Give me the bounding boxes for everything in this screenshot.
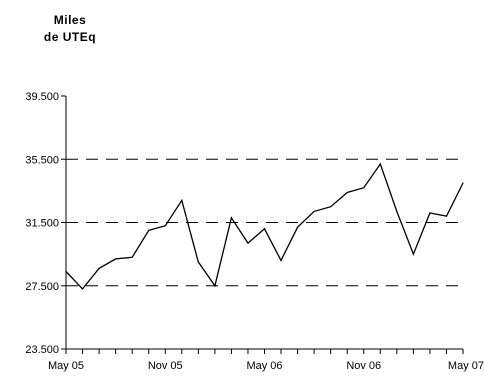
- y-axis-label-line-2: de UTEq: [43, 30, 97, 44]
- data-point-13: [280, 259, 282, 262]
- y-tick-label-3: 35.500: [25, 154, 59, 166]
- gridlines: [66, 158, 463, 287]
- y-ticks: 23.500 27.500 31.500 35.500 39.500: [25, 91, 66, 356]
- x-tick-label-0: May 05: [48, 360, 84, 372]
- data-point-8: [197, 261, 199, 263]
- data-point-6: [164, 225, 166, 227]
- axes: [65, 96, 463, 350]
- y-tick-label-1: 27.500: [25, 281, 59, 293]
- data-point-5: [148, 229, 150, 232]
- data-point-0: [65, 270, 67, 273]
- data-point-7: [181, 199, 183, 201]
- y-tick-label-2: 31.500: [25, 218, 59, 230]
- data-point-9: [214, 285, 216, 287]
- y-tick-label-4: 39.500: [25, 91, 59, 103]
- data-point-14: [296, 226, 299, 228]
- data-point-2: [98, 267, 100, 269]
- data-point-15: [313, 210, 315, 213]
- data-point-23: [445, 215, 448, 217]
- y-tick-label-0: 23.500: [25, 344, 59, 356]
- data-point-12: [263, 228, 266, 230]
- x-tick-label-3: Nov 06: [346, 360, 381, 372]
- data-point-17: [346, 191, 348, 194]
- x-ticks: May 05 Nov 05 May 06 Nov 06 May 07: [48, 349, 484, 372]
- data-point-16: [330, 206, 332, 208]
- data-point-3: [115, 258, 117, 260]
- data-point-10: [230, 217, 233, 219]
- series-line: [65, 162, 464, 290]
- x-tick-label-1: Nov 05: [148, 360, 183, 372]
- series: [65, 162, 464, 290]
- data-point-21: [412, 253, 414, 255]
- data-point-22: [429, 212, 431, 214]
- data-point-18: [363, 187, 365, 189]
- y-axis-label-line-1: Miles: [53, 13, 87, 27]
- data-point-24: [462, 182, 464, 184]
- x-tick-label-4: May 07: [448, 360, 484, 372]
- data-point-1: [81, 288, 84, 290]
- data-point-11: [247, 242, 249, 244]
- x-tick-label-2: May 06: [246, 360, 282, 372]
- data-point-19: [379, 163, 381, 165]
- data-point-20: [396, 210, 398, 213]
- data-point-4: [131, 256, 133, 258]
